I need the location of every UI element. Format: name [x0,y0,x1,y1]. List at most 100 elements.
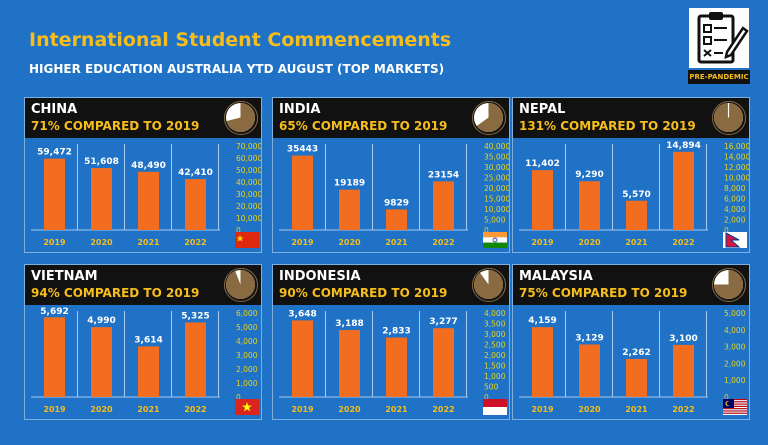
india-flag [483,232,507,248]
y-tick-label: 16,000 [724,142,749,151]
share-pie-icon [224,101,258,135]
bar-2022 [433,328,454,397]
china-flag [235,232,259,248]
y-tick-label: 4,000 [484,309,506,318]
bar-2020 [579,344,600,397]
category-label: 2021 [385,405,408,414]
category-label: 2020 [578,405,601,414]
bar-2020 [91,327,112,397]
y-tick-label: 3,000 [484,330,506,339]
data-label: 5,325 [181,311,209,321]
y-tick-label: 14,000 [724,153,749,162]
data-label: 5,570 [622,190,650,200]
data-label: 2,262 [622,348,650,358]
data-label: 59,472 [37,148,72,158]
bar-2019 [292,320,313,397]
data-label: 3,277 [429,317,457,327]
y-tick-label: 4,000 [236,337,258,346]
y-tick-label: 5,000 [236,323,258,332]
y-tick-label: 12,000 [724,163,749,172]
data-label: 2,833 [382,327,410,337]
comparison-label: 94% COMPARED TO 2019 [31,286,200,300]
y-tick-label: 0 [484,393,489,402]
data-label: 3,614 [134,335,162,345]
category-label: 2019 [531,238,554,247]
chart-panel-vietnam: VIETNAM 94% COMPARED TO 2019 5,692 2019 4,99… [24,264,262,420]
bar-2019 [44,317,65,397]
category-label: 2020 [338,238,361,247]
chart-panel-malaysia: MALAYSIA 75% COMPARED TO 2019 4,159 2019 3,1… [512,264,750,420]
category-label: 2022 [672,405,694,414]
country-name: MALAYSIA [519,269,593,284]
data-label: 14,894 [666,141,701,151]
bar-2021 [626,358,647,397]
country-name: CHINA [31,102,78,117]
y-tick-label: 0 [236,226,241,235]
y-tick-label: 4,000 [724,205,746,214]
category-label: 2020 [90,238,113,247]
y-tick-label: 2,000 [484,351,506,360]
y-tick-label: 4,000 [724,326,746,335]
data-label: 9,290 [575,170,603,180]
data-label: 4,159 [528,316,556,326]
y-tick-label: 8,000 [724,184,746,193]
category-label: 2020 [90,405,113,414]
bar-2020 [339,330,360,397]
comparison-label: 75% COMPARED TO 2019 [519,286,688,300]
y-tick-label: 500 [484,383,499,392]
y-tick-label: 30,000 [236,190,261,199]
bar-2022 [673,151,694,230]
bar-chart: 59,472 2019 51,608 2020 48,490 2021 42,410 2022… [31,142,261,247]
y-tick-label: 3,500 [484,320,506,329]
comparison-label: 90% COMPARED TO 2019 [279,286,448,300]
chart-panel-china: CHINA 71% COMPARED TO 2019 59,472 2019 51,60… [24,97,262,253]
bar-chart: 3,648 2019 3,188 2020 2,833 2021 3,277 2022 0500… [279,309,506,414]
y-tick-label: 10,000 [484,205,509,214]
data-label: 3,648 [288,309,316,319]
category-label: 2020 [578,238,601,247]
bar-2021 [386,337,407,397]
page-subtitle: HIGHER EDUCATION AUSTRALIA YTD AUGUST (T… [29,62,445,76]
category-label: 2019 [531,405,554,414]
category-label: 2019 [291,405,314,414]
chart-panel-nepal: NEPAL 131% COMPARED TO 2019 11,402 2019 9,29… [512,97,750,253]
bar-2019 [292,155,313,230]
data-label: 9829 [384,198,409,208]
data-label: 3,188 [335,319,363,329]
panel-header: INDONESIA 90% COMPARED TO 2019 [273,265,509,305]
bar-2022 [185,179,206,230]
category-label: 2021 [385,238,408,247]
bar-2021 [138,171,159,230]
category-label: 2022 [672,238,694,247]
y-tick-label: 2,000 [724,359,746,368]
y-tick-label: 60,000 [236,154,261,163]
bar-chart: 35443 2019 19189 2020 9829 2021 23154 2022 05,00… [279,142,509,247]
y-tick-label: 1,500 [484,362,506,371]
bar-2022 [185,322,206,397]
y-tick-label: 3,000 [724,343,746,352]
pie-share-slice [476,102,504,133]
data-label: 48,490 [131,161,166,171]
bar-2019 [44,158,65,230]
y-tick-label: 0 [724,226,729,235]
data-label: 51,608 [84,157,119,167]
bar-chart: 11,402 2019 9,290 2020 5,570 2021 14,894 2022 02… [519,141,749,247]
y-tick-label: 0 [236,393,241,402]
y-tick-label: 5,000 [724,309,746,318]
vietnam-flag [235,399,259,415]
data-label: 23154 [428,170,459,180]
nepal-flag [723,232,747,248]
country-name: INDONESIA [279,269,361,284]
y-tick-label: 6,000 [724,195,746,204]
y-tick-label: 2,000 [724,216,746,225]
category-label: 2019 [291,238,314,247]
indonesia-flag [483,399,507,415]
share-pie-icon [472,268,506,302]
y-tick-label: 6,000 [236,309,258,318]
bar-2021 [386,209,407,230]
y-tick-label: 30,000 [484,163,509,172]
bar-2019 [532,170,553,230]
data-label: 3,129 [575,333,603,343]
share-pie-icon [224,268,258,302]
y-tick-label: 35,000 [484,153,509,162]
